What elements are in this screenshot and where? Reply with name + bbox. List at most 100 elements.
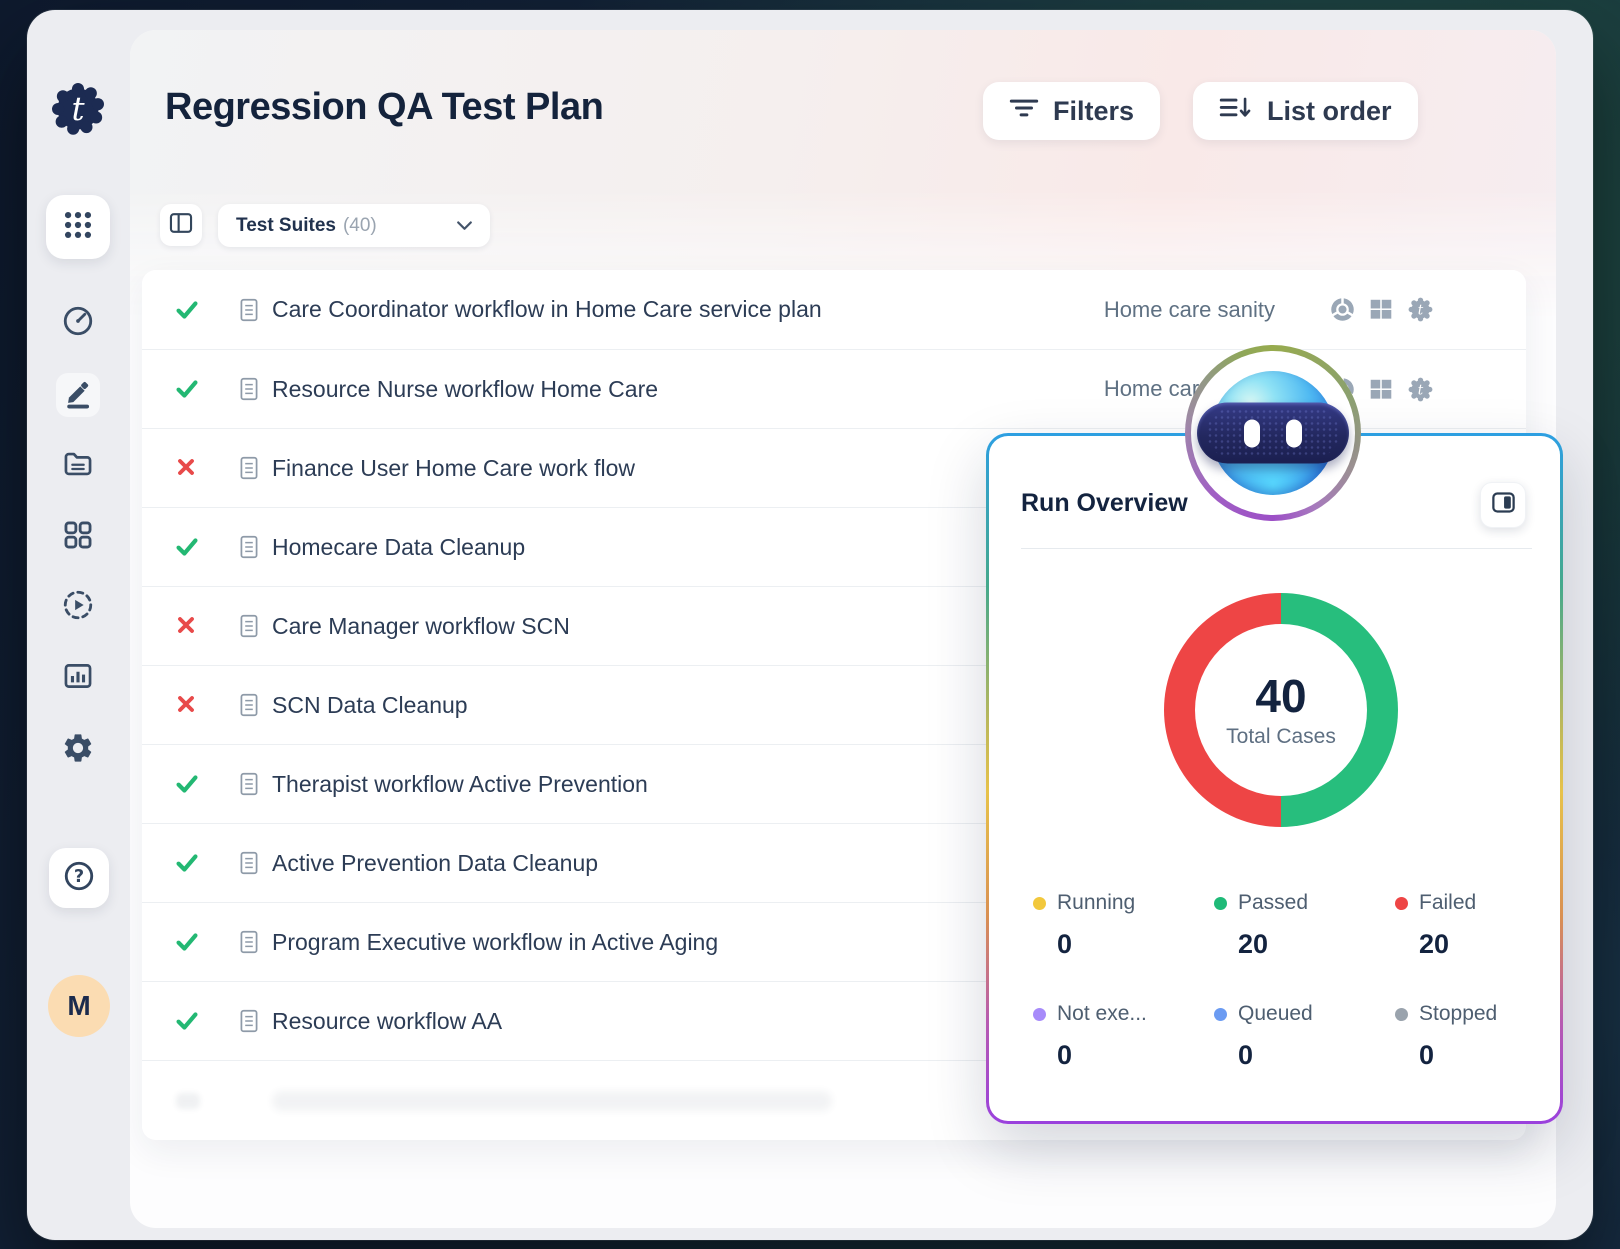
document-icon	[238, 850, 260, 876]
chrome-icon	[1329, 296, 1356, 323]
sidebar-right-icon	[1490, 489, 1517, 521]
gauge-icon	[61, 304, 95, 343]
list-order-button[interactable]: List order	[1193, 82, 1418, 140]
document-icon	[238, 929, 260, 955]
stat-failed: Failed 20	[1395, 891, 1576, 960]
document-icon	[238, 613, 260, 639]
suite-name-label: Homecare Data Cleanup	[272, 533, 526, 560]
document-icon	[238, 297, 260, 323]
suite-group-label: Home care sanity	[1103, 296, 1275, 322]
stat-running: Running 0	[1033, 891, 1214, 960]
passed-check-icon	[174, 929, 200, 955]
filter-icon	[1009, 96, 1039, 127]
passed-check-icon	[174, 376, 200, 402]
failed-x-icon	[174, 613, 200, 639]
divider	[1021, 548, 1532, 549]
stat-label: Stopped	[1419, 1002, 1498, 1025]
filters-button[interactable]: Filters	[983, 82, 1161, 140]
suite-name-label: SCN Data Cleanup	[272, 691, 468, 718]
svg-text:t: t	[1418, 382, 1424, 398]
bot-eye-icon	[1244, 419, 1260, 447]
dropdown-count: (40)	[342, 214, 377, 236]
testim-logo-icon: t	[49, 80, 107, 138]
grid-squares-icon	[61, 518, 95, 557]
suite-name-label: Care Manager workflow SCN	[272, 612, 570, 639]
bar-chart-icon	[61, 659, 95, 698]
sidebar-item-dashboard[interactable]	[56, 301, 100, 345]
stat-value: 20	[1238, 929, 1269, 959]
sidebar-item-suites[interactable]	[56, 515, 100, 559]
stat-value: 0	[1057, 1040, 1073, 1070]
svg-text:?: ?	[74, 866, 84, 886]
stat-value: 0	[1238, 1040, 1254, 1070]
testim-badge-icon: t	[1407, 376, 1434, 403]
stopped-dot-icon	[1395, 1007, 1408, 1021]
stat-value: 0	[1057, 929, 1073, 959]
total-cases-value: 40	[1255, 669, 1307, 722]
sidebar: t	[27, 10, 130, 1218]
suite-name-label: Therapist workflow Active Prevention	[272, 770, 648, 797]
windows-icon	[1368, 376, 1395, 403]
run-overview-title: Run Overview	[1021, 489, 1188, 517]
ai-bot-avatar[interactable]	[1185, 345, 1361, 521]
sidebar-item-reports[interactable]	[56, 656, 100, 700]
stat-label: Queued	[1238, 1002, 1313, 1025]
queued-dot-icon	[1214, 1007, 1227, 1021]
passed-check-icon	[174, 850, 200, 876]
sidebar-item-editor[interactable]	[56, 373, 100, 417]
play-circle-icon	[61, 588, 95, 627]
windows-icon	[1368, 296, 1395, 323]
stat-queued: Queued 0	[1214, 1002, 1395, 1071]
stat-not-executed: Not exe... 0	[1033, 1002, 1214, 1071]
stat-label: Passed	[1238, 891, 1309, 914]
page-title: Regression QA Test Plan	[165, 86, 604, 128]
results-donut-chart: 40 Total Cases	[1164, 593, 1398, 827]
panel-toggle-button[interactable]	[160, 204, 202, 246]
bot-visor-icon	[1197, 402, 1349, 464]
stat-label: Not exe...	[1057, 1002, 1147, 1025]
passed-dot-icon	[1214, 896, 1227, 910]
help-button[interactable]: ?	[49, 848, 109, 908]
suite-name-label: Care Coordinator workflow in Home Care s…	[272, 296, 822, 322]
document-icon	[238, 534, 260, 560]
stat-passed: Passed 20	[1214, 891, 1395, 960]
document-icon	[238, 771, 260, 797]
passed-check-icon	[174, 534, 200, 560]
app-window: t	[27, 10, 1593, 1240]
sidebar-item-apps[interactable]	[46, 195, 110, 259]
dropdown-label: Test Suites	[236, 214, 336, 236]
passed-check-icon	[174, 771, 200, 797]
svg-text:t: t	[71, 90, 85, 128]
document-icon	[238, 1008, 260, 1034]
list-order-label: List order	[1267, 95, 1392, 126]
sidebar-item-runs[interactable]	[56, 585, 100, 629]
failed-x-icon	[174, 455, 200, 481]
suite-name-label: Resource Nurse workflow Home Care	[272, 375, 659, 402]
test-suites-dropdown[interactable]: Test Suites (40)	[218, 204, 490, 247]
stat-value: 20	[1419, 929, 1450, 959]
apps-grid-icon	[61, 208, 95, 247]
suite-name-label: Program Executive workflow in Active Agi…	[272, 928, 719, 955]
sidebar-left-icon	[168, 210, 194, 241]
pencil-icon	[61, 376, 95, 415]
user-avatar[interactable]: M	[48, 975, 110, 1037]
bot-eye-icon	[1286, 419, 1302, 447]
running-dot-icon	[1033, 896, 1046, 910]
sidebar-item-projects[interactable]	[56, 444, 100, 488]
passed-check-icon	[174, 297, 200, 323]
sidebar-item-settings[interactable]	[56, 728, 100, 772]
document-icon	[238, 455, 260, 481]
expand-panel-button[interactable]	[1480, 482, 1526, 528]
suite-row[interactable]: Care Coordinator workflow in Home Care s…	[142, 270, 1526, 349]
stat-stopped: Stopped 0	[1395, 1002, 1576, 1071]
question-mark-icon: ?	[62, 859, 96, 898]
suite-name-label: Finance User Home Care work flow	[272, 454, 636, 481]
avatar-letter: M	[67, 990, 91, 1021]
filters-label: Filters	[1053, 95, 1135, 126]
document-icon	[238, 376, 260, 402]
results-legend: Running 0 Passed 20 Failed 20 Not exe...…	[1033, 891, 1576, 1071]
failed-x-icon	[174, 692, 200, 718]
not-executed-dot-icon	[1033, 1007, 1046, 1021]
failed-dot-icon	[1395, 896, 1408, 910]
run-overview-card: Run Overview 40 Total Cases Runni	[986, 433, 1563, 1124]
